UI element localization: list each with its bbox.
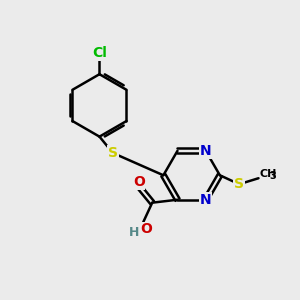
- Text: O: O: [133, 175, 145, 189]
- Text: CH: CH: [260, 169, 277, 179]
- Text: S: S: [108, 146, 118, 160]
- Text: Cl: Cl: [92, 46, 107, 60]
- Text: S: S: [234, 177, 244, 191]
- Text: H: H: [129, 226, 140, 239]
- Text: N: N: [200, 193, 212, 207]
- Text: O: O: [140, 222, 152, 236]
- Text: 3: 3: [269, 171, 276, 181]
- Text: N: N: [200, 144, 212, 158]
